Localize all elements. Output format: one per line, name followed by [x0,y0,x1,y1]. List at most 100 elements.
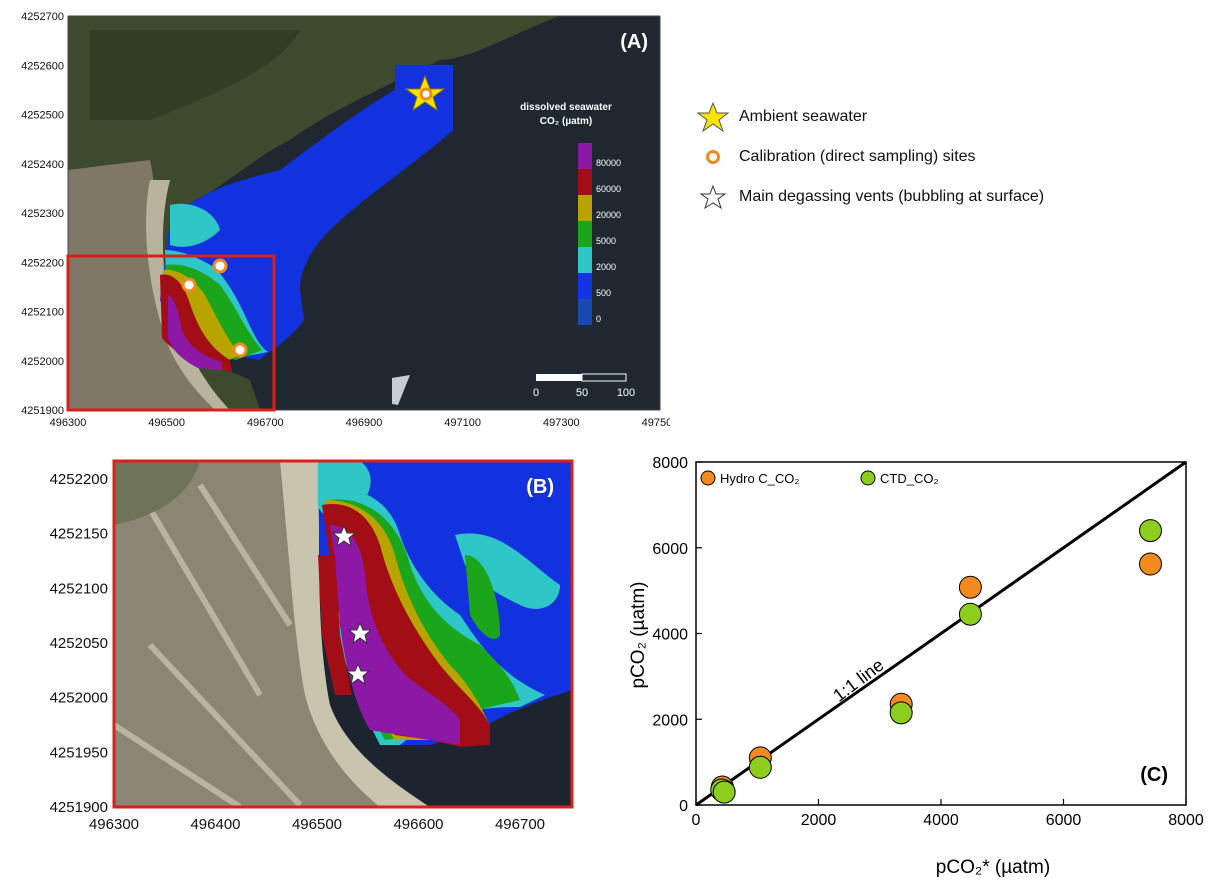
degassing-vent-star-icon [345,662,371,686]
scale-label: 0 [533,387,539,399]
legend-label: Main degassing vents (bubbling at surfac… [739,188,1045,205]
scale-label: 100 [617,387,635,399]
panel-c-label: (C) [1140,764,1168,786]
beach-strip [280,461,430,807]
chart-ylabel: pCO₂ (µatm) [628,582,649,689]
land-area [68,16,560,410]
x-tick-label: 4000 [923,812,959,829]
colorbar-title-unit: CO₂ (µatm) [540,116,592,127]
y-tick-label: 4252200 [50,471,108,488]
ctd-point [958,602,982,626]
calibration-site-marker [212,258,228,274]
x-tick-label: 2000 [801,812,837,829]
legend-item-vents: Main degassing vents (bubbling at surfac… [695,182,1044,212]
x-tick-label: 496300 [89,816,139,833]
orange-circle-icon [695,142,731,172]
ctd-point [1138,519,1162,543]
y-tick-label: 4252400 [21,159,64,171]
yellow-star-icon [695,102,731,132]
x-tick-label: 496500 [292,816,342,833]
plume-red [322,504,490,747]
y-tick-label: 4252100 [21,307,64,319]
colorbar-label: 0 [596,314,601,324]
colorbar-label: 5000 [596,236,616,246]
colorbar-swatch [578,169,592,195]
y-tick-label: 4000 [652,627,688,644]
roads [114,473,303,807]
urban-area [114,461,420,807]
ctd-point [748,755,772,779]
white-star-icon [695,182,731,212]
green-patch [114,461,200,525]
plume-purple [168,295,222,370]
plume-cyan [170,203,220,247]
hydro-c-point [1138,552,1162,576]
x-tick-label: 8000 [1168,812,1204,829]
colorbar-label: 60000 [596,184,621,194]
x-tick-label: 496700 [247,417,284,429]
chart-legend: Hydro C_CO₂ CTD_CO₂ [700,470,939,486]
degassing-vent-star-icon [347,621,373,645]
colorbar-swatch [578,221,592,247]
plume-blue [160,65,453,360]
panel-c-chart: 0 2000 4000 6000 8000 0 2000 4000 6000 8000 Hydro … [628,455,1204,878]
legend-label: Calibration (direct sampling) sites [739,148,976,165]
panel-b-extent-box [66,254,276,412]
calibration-site-marker [232,342,248,358]
y-tick-label: 4252150 [50,526,108,543]
panel-b-map: (B) 4252200 4252150 4252100 4252050 4252000 4… [50,459,574,833]
legend-item-ambient: Ambient seawater [695,102,867,132]
colorbar-swatch [578,195,592,221]
y-tick-label: 2000 [652,712,688,729]
colorbar-swatch [578,143,592,169]
scale-bar: 0 50 100 [533,373,635,399]
colorbar-swatch [578,299,592,325]
y-tick-label: 4252000 [21,356,64,368]
legend-marker-ctd [860,470,876,486]
x-tick-label: 497100 [444,417,481,429]
x-tick-label: 6000 [1046,812,1082,829]
y-tick-label: 0 [679,798,688,815]
legend-label: Ambient seawater [739,108,868,125]
plume-purple [330,525,460,745]
colorbar-label: 80000 [596,158,621,168]
plume-red-inner [318,555,352,695]
y-tick-label: 4251900 [50,799,108,816]
x-tick-label: 497500 [642,417,670,429]
x-tick-label: 497300 [543,417,580,429]
degassing-vent-star-icon [331,524,357,548]
one-to-one-line [695,460,1187,807]
x-tick-label: 496500 [148,417,185,429]
y-tick-label: 4252700 [21,11,64,23]
y-tick-label: 4252100 [50,580,108,597]
map-legend: Ambient seawater Calibration (direct sam… [695,100,1175,220]
colorbar-swatch [578,273,592,299]
scale-label: 50 [576,387,588,399]
ctd-point [712,780,736,804]
chart-xlabel: pCO₂* (µatm) [936,857,1050,878]
panel-b-label: (B) [526,476,554,498]
forest-dark [90,30,300,120]
x-tick-label: 496600 [393,816,443,833]
y-tick-label: 4252000 [50,690,108,707]
ctd-point [889,701,913,725]
x-tick-label: 496900 [346,417,383,429]
y-tick-label: 4252600 [21,60,64,72]
y-tick-label: 6000 [652,541,688,558]
y-tick-label: 8000 [652,455,688,472]
colorbar-swatch [578,247,592,273]
legend-label-hydro: Hydro C_CO₂ [720,471,799,486]
y-tick-label: 4252200 [21,257,64,269]
calibration-site-marker [419,87,433,101]
hydro-c-point [958,575,982,599]
urban-area [68,160,220,410]
y-tick-label: 4251950 [50,744,108,761]
x-tick-label: 0 [692,812,701,829]
colorbar-title: dissolved seawater [520,102,612,113]
colorbar-label: 20000 [596,210,621,220]
panel-a-label: (A) [620,31,648,53]
x-tick-label: 496400 [190,816,240,833]
legend-label-ctd: CTD_CO₂ [880,471,939,486]
